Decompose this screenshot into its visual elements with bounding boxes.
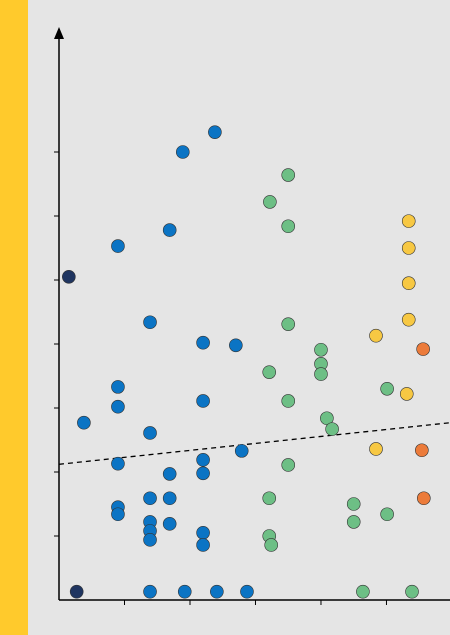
point — [69, 584, 84, 599]
point — [177, 584, 192, 599]
point — [369, 328, 383, 343]
point — [416, 342, 430, 356]
point — [162, 517, 177, 531]
point — [380, 507, 394, 522]
trend-line — [58, 422, 450, 465]
point — [175, 145, 190, 159]
point — [162, 491, 177, 506]
point — [325, 422, 339, 436]
point — [111, 507, 125, 522]
point — [281, 219, 296, 234]
point — [320, 411, 334, 426]
point — [143, 533, 157, 547]
point — [210, 584, 224, 599]
point — [162, 223, 177, 237]
point — [401, 312, 416, 327]
point — [143, 426, 157, 440]
point — [196, 453, 210, 467]
point — [262, 491, 277, 506]
point — [346, 515, 361, 529]
point — [380, 381, 394, 396]
point — [369, 442, 383, 456]
point — [415, 443, 429, 458]
point — [143, 491, 157, 506]
point — [314, 342, 328, 357]
point — [281, 317, 296, 331]
point — [399, 387, 414, 401]
point — [314, 367, 328, 381]
point — [208, 125, 222, 139]
point — [405, 584, 419, 599]
point — [143, 584, 157, 599]
point — [77, 415, 91, 430]
point — [234, 444, 249, 458]
point — [401, 241, 416, 255]
point — [196, 394, 210, 408]
point — [281, 394, 296, 408]
point — [111, 239, 125, 253]
point — [196, 335, 210, 350]
point — [229, 338, 243, 353]
side-strip — [0, 0, 28, 635]
point — [262, 365, 277, 379]
point — [401, 214, 416, 228]
point — [62, 269, 76, 284]
point — [281, 458, 296, 472]
point — [401, 276, 416, 291]
point — [162, 467, 177, 481]
point — [417, 491, 431, 506]
point — [196, 538, 210, 552]
point — [263, 195, 277, 209]
point — [111, 380, 125, 394]
point — [281, 168, 296, 182]
point — [143, 315, 157, 330]
point — [196, 466, 210, 481]
point — [346, 497, 361, 511]
point — [356, 584, 370, 599]
point — [264, 538, 279, 552]
point — [240, 584, 254, 599]
point — [111, 456, 125, 471]
point — [196, 525, 210, 540]
y-axis-arrow — [54, 27, 64, 39]
point — [111, 399, 125, 414]
